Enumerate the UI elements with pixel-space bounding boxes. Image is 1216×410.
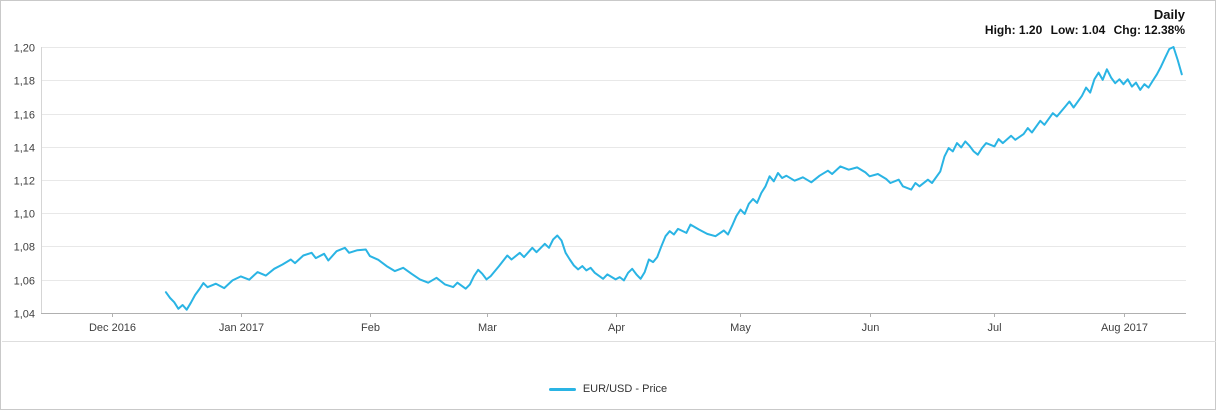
chart-header: Daily High: 1.20 Low: 1.04 Chg: 12.38% (985, 7, 1185, 38)
series-label: EUR/USD - Price (582, 383, 668, 395)
y-axis-tick-label: 1,10 (14, 209, 35, 221)
change-value: Chg: 12.38% (1113, 23, 1185, 37)
y-axis-tick-label: 1,18 (14, 76, 35, 88)
y-axis-tick-label: 1,12 (14, 176, 35, 188)
price-line[interactable] (164, 46, 1183, 311)
x-axis-tick-label: Jan 2017 (219, 322, 264, 334)
timeframe-label: Daily (1153, 7, 1185, 22)
y-axis-tick-label: 1,06 (14, 276, 35, 288)
y-axis-tick-label: 1,14 (14, 143, 35, 155)
y-axis-tick-label: 1,20 (14, 43, 35, 55)
series-line-swatch (548, 387, 576, 391)
y-axis-tick-label: 1,16 (14, 110, 35, 122)
x-axis-tick-label: Aug 2017 (1101, 322, 1148, 334)
x-axis-tick-label: Jul (987, 322, 1001, 334)
y-axis-tick-label: 1,04 (14, 309, 35, 321)
y-axis-tick-label: 1,08 (14, 242, 35, 254)
high-low-change-label: High: 1.20 Low: 1.04 Chg: 12.38% (985, 23, 1185, 38)
x-axis-tick-label: Jun (862, 322, 880, 334)
x-axis-tick-label: May (730, 322, 751, 334)
x-axis-tick-label: Mar (478, 322, 497, 334)
x-axis-tick-label: Apr (608, 322, 625, 334)
x-axis-tick-label: Dec 2016 (89, 322, 136, 334)
legend-item-eurusd[interactable]: EUR/USD - Price (548, 382, 668, 396)
low-value: Low: 1.04 (1050, 23, 1106, 37)
x-axis-tick-label: Feb (361, 322, 380, 334)
high-value: High: 1.20 (984, 23, 1043, 37)
price-chart-canvas[interactable]: 1,20 1,18 1,16 1,14 1,12 1,10 1,08 1,06 1,04 Dec … (1, 1, 1216, 349)
legend: EUR/USD - Price (1, 382, 1215, 396)
